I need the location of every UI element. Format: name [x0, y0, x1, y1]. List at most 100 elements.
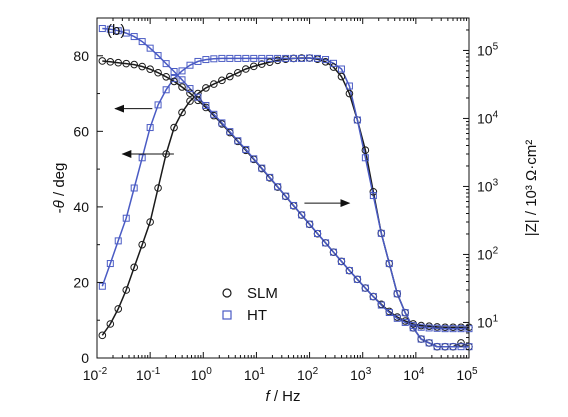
x-tick-label: 103 — [350, 366, 372, 383]
data-point-ht — [377, 301, 385, 309]
x-axis-title: f / Hz — [265, 388, 300, 405]
data-point-ht — [449, 325, 457, 333]
y-right-tick-label: 101 — [477, 313, 499, 330]
data-point-ht — [154, 52, 162, 60]
legend-marker-slm — [222, 288, 232, 298]
data-point-ht — [170, 74, 178, 82]
legend-label-ht: HT — [247, 307, 267, 324]
data-point-ht — [234, 54, 242, 62]
data-point-slm — [122, 286, 131, 294]
data-point-ht — [98, 282, 106, 290]
data-point-slm — [154, 68, 162, 77]
data-point-ht — [282, 54, 290, 62]
y-left-tick-label: 20 — [73, 274, 89, 290]
plot-frame — [96, 17, 470, 359]
data-point-ht — [242, 54, 250, 62]
x-tick-label: 101 — [244, 366, 266, 383]
data-point-ht — [353, 116, 361, 124]
data-point-ht — [258, 54, 266, 62]
x-tick-label: 105 — [456, 366, 478, 383]
data-point-ht — [322, 56, 330, 64]
data-point-ht — [106, 25, 114, 33]
data-point-ht — [98, 25, 106, 33]
data-point-ht — [337, 257, 345, 265]
data-point-ht — [266, 173, 274, 181]
y-right-tick-label: 103 — [477, 177, 499, 194]
data-point-ht — [329, 59, 337, 67]
data-point-ht — [409, 322, 417, 330]
data-point-ht — [170, 68, 178, 76]
data-point-ht — [258, 164, 266, 172]
data-point-slm — [345, 89, 354, 98]
x-tick-label: 10-2 — [83, 366, 108, 383]
x-tick-label: 102 — [297, 366, 319, 383]
data-point-ht — [282, 192, 290, 200]
data-point-ht — [178, 76, 186, 84]
data-point-ht — [226, 54, 234, 62]
data-point-slm — [457, 339, 465, 347]
data-point-ht — [345, 267, 353, 275]
data-point-ht — [274, 54, 282, 62]
data-point-ht — [298, 211, 306, 219]
y-right-axis-title: |Z| / 10³ Ω·cm² — [523, 140, 540, 237]
data-point-slm — [210, 80, 218, 88]
y-right-tick-label: 104 — [477, 109, 499, 126]
data-point-slm — [186, 89, 194, 98]
data-point-slm — [178, 83, 186, 91]
data-point-ht — [202, 102, 210, 110]
data-point-ht — [433, 343, 441, 351]
data-point-slm — [257, 60, 266, 68]
data-point-ht — [194, 93, 202, 101]
data-point-slm — [114, 305, 123, 313]
data-point-ht — [130, 184, 138, 192]
y-left-tick-label: 0 — [81, 350, 89, 366]
data-point-slm — [369, 187, 378, 196]
data-point-ht — [306, 54, 314, 62]
data-point-ht — [457, 325, 465, 333]
data-point-ht — [202, 56, 210, 64]
y-right-tick-label: 105 — [477, 41, 499, 58]
data-point-ht — [218, 54, 226, 62]
data-point-ht — [441, 343, 449, 351]
data-point-slm — [361, 146, 370, 155]
fit-line-slm-left — [101, 57, 470, 348]
data-point-ht — [114, 27, 122, 35]
data-point-ht — [417, 335, 425, 343]
data-point-ht — [122, 214, 130, 222]
x-tick-label: 100 — [191, 366, 213, 383]
data-point-slm — [337, 72, 346, 81]
data-point-slm — [106, 320, 115, 328]
data-point-slm — [226, 72, 234, 81]
data-point-ht — [290, 54, 298, 62]
data-point-slm — [130, 60, 138, 69]
data-point-ht — [266, 54, 274, 62]
data-point-slm — [249, 62, 258, 71]
data-point-ht — [186, 61, 194, 69]
data-point-slm — [242, 65, 250, 73]
y-right-tick-label: 102 — [477, 245, 499, 262]
data-point-ht — [306, 220, 314, 228]
data-point-ht — [401, 309, 409, 317]
panel-label: (b) — [107, 22, 125, 39]
data-point-ht — [186, 85, 194, 93]
data-point-slm — [329, 63, 338, 71]
data-point-slm — [162, 72, 170, 81]
data-point-slm — [138, 240, 146, 249]
data-point-ht — [385, 260, 393, 268]
fit-line-ht-left — [101, 57, 469, 348]
data-point-ht — [441, 325, 449, 333]
data-point-slm — [170, 77, 178, 86]
data-point-ht — [226, 128, 234, 136]
x-tick-label: 10-1 — [136, 366, 161, 383]
data-point-ht — [250, 54, 258, 62]
data-point-slm — [122, 59, 131, 68]
data-point-ht — [106, 260, 114, 268]
data-point-ht — [298, 54, 306, 62]
data-point-ht — [345, 82, 353, 90]
data-point-ht — [234, 137, 242, 145]
data-point-ht — [393, 314, 401, 322]
data-point-slm — [186, 97, 194, 105]
data-point-slm — [146, 65, 154, 73]
data-point-ht — [218, 119, 226, 127]
